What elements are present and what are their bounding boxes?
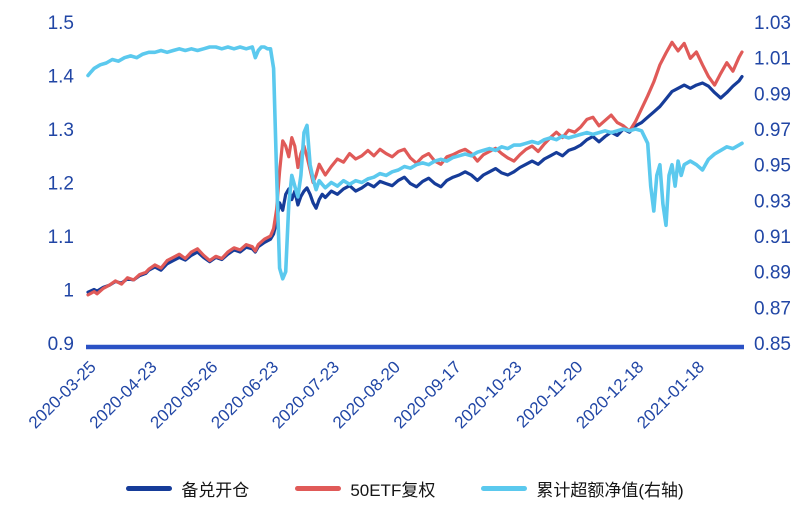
legend-label-excess-nav: 累计超额净值(右轴) (536, 481, 684, 500)
right-axis-tick-label: 0.87 (754, 298, 791, 319)
left-axis-tick-label: 1.4 (48, 67, 75, 88)
series-line-3 (86, 45, 744, 281)
left-axis-tick-label: 1.2 (48, 174, 74, 195)
legend-label-50etf: 50ETF复权 (350, 481, 436, 500)
right-axis-tick-label: 1.01 (754, 49, 791, 70)
right-axis-tick-label: 0.93 (754, 191, 791, 212)
left-axis-tick-label: 1 (63, 281, 74, 302)
legend: 备兑开仓 50ETF复权 累计超额净值(右轴) (0, 476, 810, 501)
right-axis-tick-label: 0.91 (754, 227, 791, 248)
legend-swatch-covered-call (126, 486, 173, 491)
chart-svg: 0.911.11.21.31.41.50.850.870.890.910.930… (25, 13, 791, 432)
right-axis-tick-label: 0.85 (754, 334, 791, 355)
left-axis-tick-label: 1.3 (48, 120, 74, 141)
legend-swatch-50etf (295, 486, 342, 491)
legend-swatch-excess-nav (481, 486, 528, 491)
left-axis-tick-label: 0.9 (48, 334, 74, 355)
right-axis-tick-label: 1.03 (754, 13, 791, 34)
legend-label-covered-call: 备兑开仓 (181, 481, 250, 500)
left-axis-tick-label: 1.5 (48, 13, 74, 34)
left-axis-tick-label: 1.1 (48, 227, 74, 248)
legend-item-50etf[interactable]: 50ETF复权 (295, 476, 435, 501)
right-axis-tick-label: 0.95 (754, 156, 791, 177)
legend-item-covered-call[interactable]: 备兑开仓 (126, 476, 249, 501)
series-line-2 (86, 40, 744, 297)
right-axis-tick-label: 0.99 (754, 84, 791, 105)
legend-item-excess-nav[interactable]: 累计超额净值(右轴) (481, 476, 684, 501)
right-axis-tick-label: 0.89 (754, 263, 791, 284)
right-axis-tick-label: 0.97 (754, 120, 791, 141)
